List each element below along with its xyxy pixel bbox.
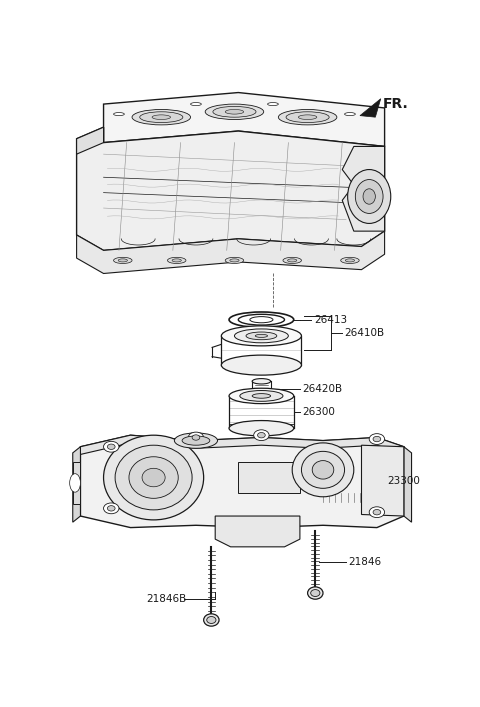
Polygon shape bbox=[360, 99, 381, 117]
Ellipse shape bbox=[129, 457, 178, 498]
Ellipse shape bbox=[104, 436, 204, 520]
Text: 26420B: 26420B bbox=[302, 384, 342, 394]
Polygon shape bbox=[404, 447, 411, 522]
Text: 26410B: 26410B bbox=[345, 328, 384, 338]
Ellipse shape bbox=[301, 451, 345, 489]
Ellipse shape bbox=[254, 430, 269, 440]
Polygon shape bbox=[77, 127, 104, 154]
Ellipse shape bbox=[286, 112, 329, 122]
Ellipse shape bbox=[278, 110, 337, 125]
Ellipse shape bbox=[114, 112, 124, 116]
Polygon shape bbox=[73, 447, 81, 522]
Ellipse shape bbox=[246, 332, 277, 339]
Polygon shape bbox=[104, 93, 384, 146]
Ellipse shape bbox=[229, 312, 294, 327]
Polygon shape bbox=[77, 127, 384, 250]
Ellipse shape bbox=[104, 503, 119, 514]
Ellipse shape bbox=[140, 112, 183, 122]
Ellipse shape bbox=[311, 590, 320, 597]
Ellipse shape bbox=[114, 257, 132, 264]
Ellipse shape bbox=[225, 110, 244, 114]
Ellipse shape bbox=[221, 326, 301, 346]
Ellipse shape bbox=[283, 257, 301, 264]
Ellipse shape bbox=[345, 112, 355, 116]
Ellipse shape bbox=[373, 510, 381, 515]
Text: FR.: FR. bbox=[383, 97, 409, 111]
Ellipse shape bbox=[252, 394, 271, 398]
Ellipse shape bbox=[234, 329, 288, 343]
Ellipse shape bbox=[118, 259, 127, 262]
Ellipse shape bbox=[267, 103, 278, 105]
Ellipse shape bbox=[292, 443, 354, 497]
Ellipse shape bbox=[348, 170, 391, 223]
Ellipse shape bbox=[288, 259, 297, 262]
Ellipse shape bbox=[172, 259, 181, 262]
Ellipse shape bbox=[191, 103, 201, 105]
Ellipse shape bbox=[108, 506, 115, 511]
Ellipse shape bbox=[204, 614, 219, 626]
Ellipse shape bbox=[252, 394, 271, 399]
Ellipse shape bbox=[205, 104, 264, 119]
Ellipse shape bbox=[341, 257, 359, 264]
Polygon shape bbox=[81, 436, 404, 455]
Polygon shape bbox=[215, 516, 300, 547]
Ellipse shape bbox=[255, 334, 267, 337]
Polygon shape bbox=[81, 436, 404, 527]
Polygon shape bbox=[73, 462, 81, 505]
Ellipse shape bbox=[345, 259, 355, 262]
Ellipse shape bbox=[240, 390, 283, 402]
Bar bbox=[238, 462, 300, 493]
Text: 23300: 23300 bbox=[387, 477, 420, 486]
Ellipse shape bbox=[373, 436, 381, 442]
Ellipse shape bbox=[168, 257, 186, 264]
Ellipse shape bbox=[258, 433, 265, 438]
Polygon shape bbox=[342, 146, 384, 231]
Ellipse shape bbox=[250, 317, 273, 323]
Ellipse shape bbox=[299, 115, 317, 119]
Ellipse shape bbox=[225, 257, 244, 264]
Ellipse shape bbox=[230, 259, 239, 262]
Ellipse shape bbox=[174, 433, 217, 448]
Ellipse shape bbox=[108, 444, 115, 450]
Text: 26300: 26300 bbox=[302, 407, 335, 417]
Ellipse shape bbox=[152, 115, 170, 119]
Ellipse shape bbox=[192, 435, 200, 440]
Ellipse shape bbox=[363, 189, 375, 204]
Ellipse shape bbox=[132, 110, 191, 125]
Ellipse shape bbox=[369, 507, 384, 518]
Ellipse shape bbox=[182, 436, 210, 445]
Ellipse shape bbox=[308, 587, 323, 600]
Ellipse shape bbox=[213, 106, 256, 117]
Ellipse shape bbox=[142, 468, 165, 487]
Ellipse shape bbox=[188, 432, 204, 443]
Polygon shape bbox=[361, 445, 404, 516]
Ellipse shape bbox=[70, 474, 81, 492]
Ellipse shape bbox=[252, 378, 271, 384]
Ellipse shape bbox=[115, 445, 192, 510]
Ellipse shape bbox=[229, 388, 294, 404]
Ellipse shape bbox=[238, 315, 285, 325]
Ellipse shape bbox=[221, 355, 301, 375]
Ellipse shape bbox=[104, 441, 119, 452]
Ellipse shape bbox=[369, 433, 384, 445]
Ellipse shape bbox=[312, 460, 334, 479]
Ellipse shape bbox=[355, 180, 383, 214]
Ellipse shape bbox=[207, 617, 216, 624]
Text: 21846: 21846 bbox=[348, 557, 382, 567]
Polygon shape bbox=[77, 231, 384, 274]
Text: 26413: 26413 bbox=[314, 315, 347, 325]
Ellipse shape bbox=[229, 421, 294, 436]
Text: 21846B: 21846B bbox=[146, 594, 186, 604]
